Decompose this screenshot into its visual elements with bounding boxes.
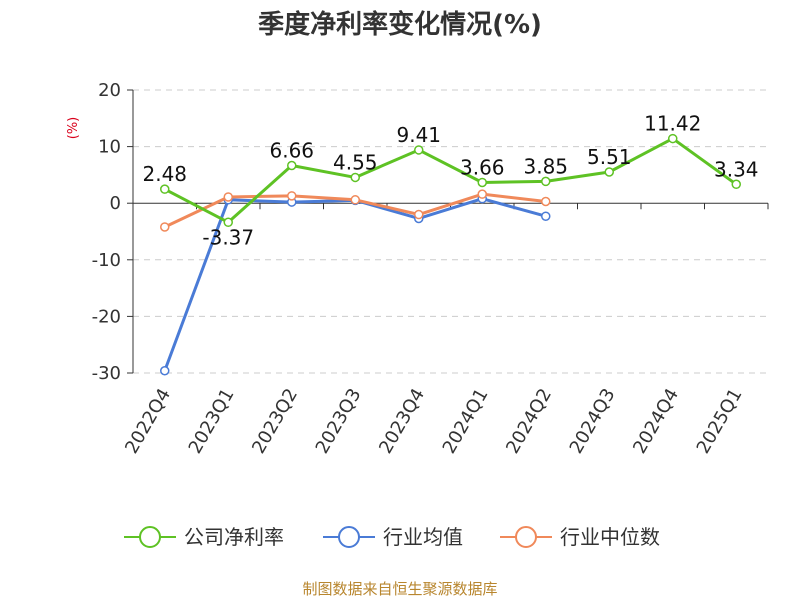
series-point — [668, 133, 678, 144]
data-label: -3.37 — [202, 225, 254, 249]
legend-swatch-marker — [515, 526, 537, 548]
series-0 — [160, 133, 741, 228]
x-tick-label: 2023Q3 — [312, 385, 366, 457]
x-tick-label: 2024Q2 — [502, 385, 556, 457]
series-line — [164, 137, 738, 224]
y-tick-label: -30 — [92, 363, 121, 384]
data-label: 11.42 — [644, 112, 701, 136]
data-label: 5.51 — [587, 145, 632, 169]
x-tick-label: 2023Q4 — [375, 385, 429, 457]
data-label: 3.66 — [460, 155, 505, 179]
grid — [133, 89, 768, 374]
series-point — [604, 167, 614, 177]
legend-item: 行业中位数 — [500, 525, 660, 549]
data-label: 4.55 — [333, 150, 378, 174]
series-point — [160, 365, 170, 376]
data-label: 3.34 — [714, 157, 759, 181]
x-tick-label: 2025Q1 — [693, 385, 747, 457]
y-tick-label: 20 — [98, 80, 121, 101]
series-2 — [160, 189, 551, 232]
legend-item: 行业均值 — [323, 525, 463, 549]
data-label: 6.66 — [269, 139, 314, 163]
x-tick-label: 2024Q1 — [439, 385, 493, 457]
chart-title: 季度净利率变化情况(%) — [258, 9, 542, 40]
legend-swatch-marker — [338, 526, 360, 548]
data-label: 9.41 — [396, 123, 441, 147]
series-point — [350, 172, 360, 183]
y-tick-label: -20 — [92, 306, 121, 327]
y-tick-label: 10 — [98, 137, 121, 158]
series-point — [414, 145, 424, 155]
legend-label: 公司净利率 — [184, 525, 284, 549]
series-point — [541, 211, 551, 221]
x-tick-label: 2023Q2 — [248, 385, 302, 457]
series-point — [160, 222, 170, 232]
y-tick-label: 0 — [110, 193, 121, 214]
series-point — [160, 184, 170, 194]
series — [160, 133, 741, 376]
series-point — [287, 160, 297, 171]
legend-item: 公司净利率 — [124, 525, 284, 549]
series-point — [541, 196, 551, 207]
legend: 公司净利率 行业均值 行业中位数 — [124, 525, 660, 549]
series-point — [477, 177, 487, 188]
x-tick-label: 2024Q3 — [566, 385, 620, 457]
legend-label: 行业中位数 — [560, 525, 660, 549]
series-point — [287, 191, 297, 201]
legend-label: 行业均值 — [383, 525, 463, 549]
series-1 — [160, 193, 551, 376]
data-label: 2.48 — [142, 162, 187, 186]
x-tick-label: 2024Q4 — [629, 385, 683, 457]
series-point — [731, 179, 741, 190]
series-point — [350, 195, 360, 205]
series-point — [477, 189, 487, 199]
data-labels: 2.48 -3.37 6.66 4.55 9.41 3.66 3.85 5.51 11.42 3.… — [142, 112, 758, 250]
legend-swatch-marker — [139, 526, 161, 548]
data-label: 3.85 — [523, 154, 568, 178]
source-note: 制图数据来自恒生聚源数据库 — [302, 580, 497, 598]
series-point — [541, 176, 551, 187]
series-point — [414, 209, 424, 220]
series-point — [223, 217, 233, 228]
y-tick-label: -10 — [92, 250, 121, 271]
x-tick-label: 2023Q1 — [185, 385, 239, 457]
series-point — [223, 192, 233, 202]
y-axis-label: (%) — [66, 117, 81, 140]
x-tick-label: 2022Q4 — [121, 385, 175, 457]
